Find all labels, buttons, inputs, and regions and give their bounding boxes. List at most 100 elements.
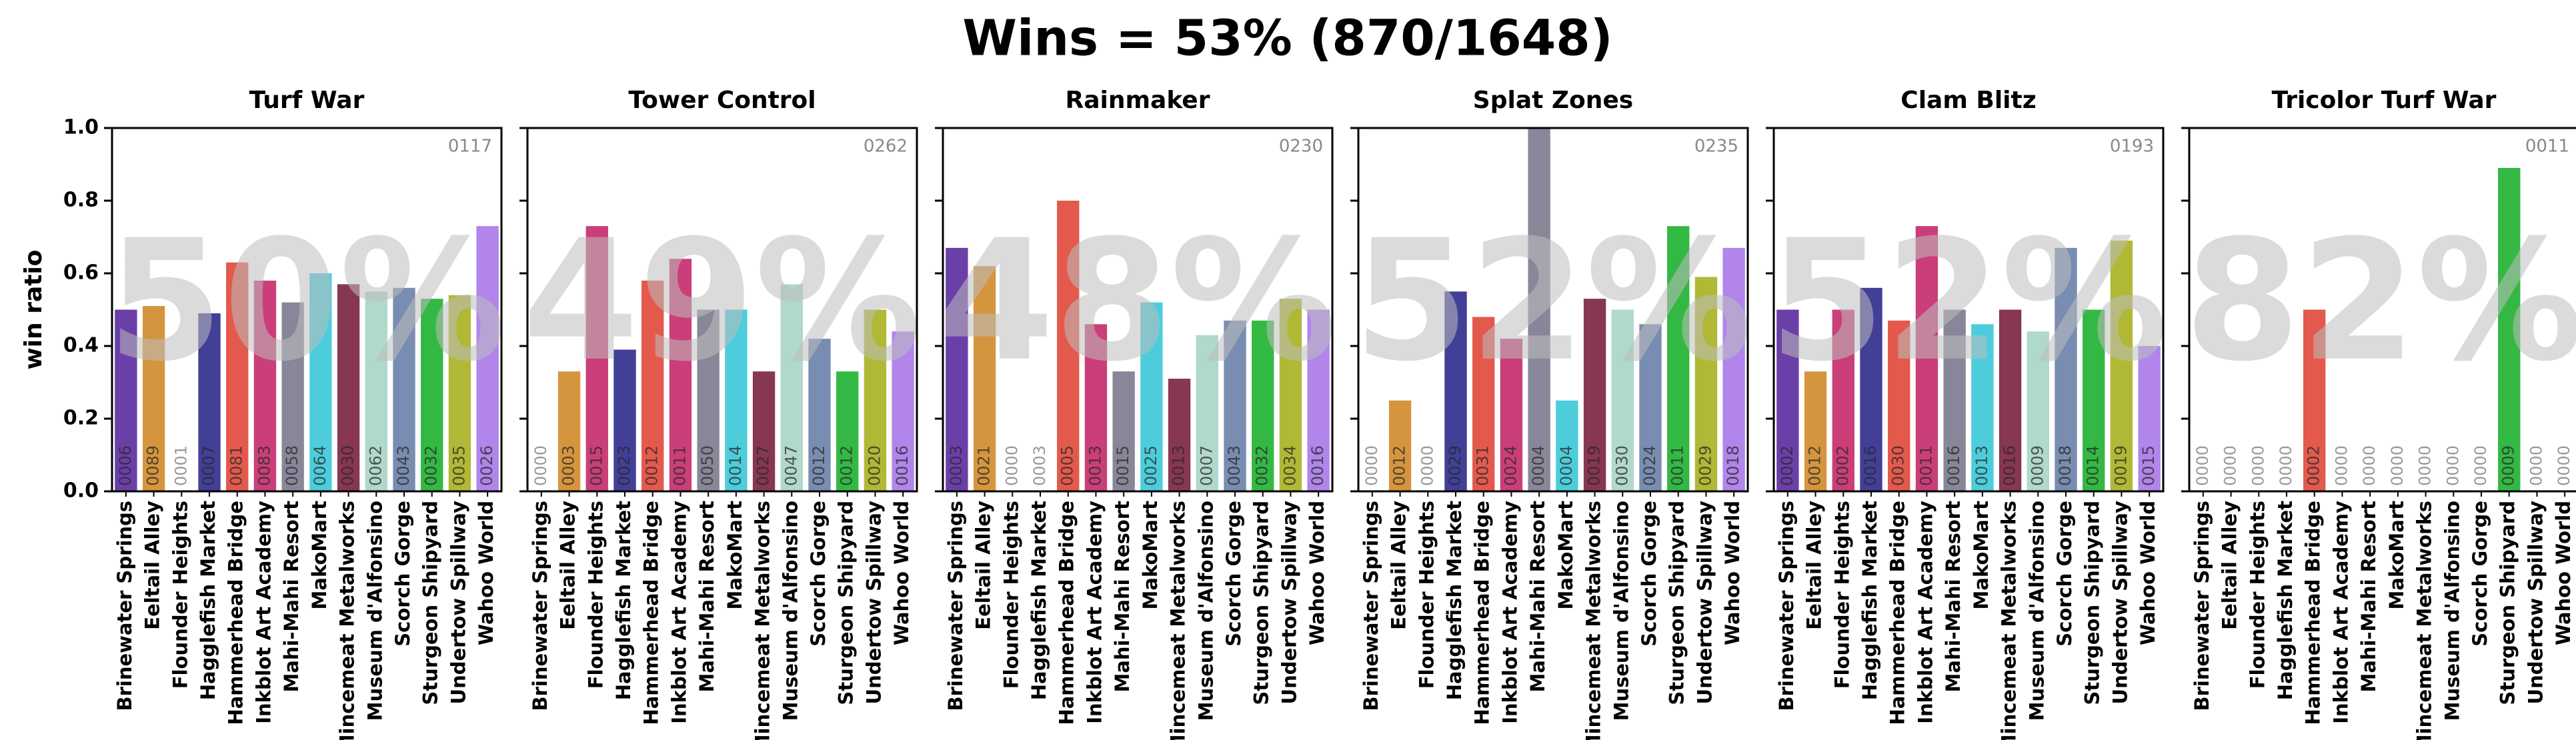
bar — [973, 266, 996, 491]
x-tick-label: Mahi-Mahi Resort — [280, 501, 303, 693]
bar — [2498, 167, 2521, 491]
bar — [641, 280, 664, 491]
x-tick-label: Sturgeon Shipyard — [835, 501, 858, 705]
count-label: 0003 — [559, 445, 578, 486]
bar — [1279, 299, 1302, 491]
x-tick-label: Flounder Heights — [584, 501, 607, 689]
count-label: 0050 — [698, 445, 717, 486]
count-label: 0030 — [1612, 445, 1631, 486]
x-tick-label: Brinewater Springs — [1775, 501, 1798, 711]
count-label: 0000 — [1418, 445, 1436, 486]
bar — [365, 291, 387, 491]
bar — [864, 309, 887, 491]
count-label: 0002 — [1778, 445, 1796, 486]
count-label: 0003 — [1030, 445, 1049, 486]
count-label: 0089 — [144, 445, 163, 486]
x-tick-label: Flounder Heights — [1415, 501, 1438, 689]
count-label: 0012 — [1390, 445, 1409, 486]
x-tick-label: Flounder Heights — [1000, 501, 1022, 689]
x-tick-label: Wahoo World — [2552, 501, 2575, 645]
bar — [1224, 320, 1246, 491]
bar — [946, 247, 968, 491]
count-label: 0000 — [2388, 445, 2407, 486]
bar — [1388, 400, 1412, 491]
bar — [669, 259, 692, 491]
bar — [2110, 240, 2133, 491]
subplot-title: Tower Control — [628, 87, 816, 114]
count-label: 0000 — [2443, 445, 2462, 486]
x-tick-label: Museum d'Alfonsino — [1194, 501, 1217, 721]
x-tick-label: Museum d'Alfonsino — [2441, 501, 2463, 721]
bar — [142, 306, 165, 491]
x-tick-label: Eeltail Alley — [1388, 501, 1410, 630]
count-label: 0004 — [1529, 445, 1548, 486]
count-label: 0031 — [1474, 445, 1492, 486]
x-tick-label: Eeltail Alley — [557, 501, 579, 630]
x-tick-label: Flounder Heights — [169, 501, 191, 689]
count-label: 0032 — [1253, 445, 1272, 486]
count-label: 0018 — [2056, 445, 2075, 486]
x-tick-label: Hammerhead Bridge — [225, 501, 247, 725]
x-tick-label: Undertow Spillway — [1278, 501, 1300, 705]
axes-frame — [111, 127, 503, 493]
count-label: 0030 — [339, 445, 357, 486]
count-label: 0007 — [1197, 445, 1216, 486]
x-tick-label: Hagglefish Market — [197, 501, 219, 700]
x-tick-label: Wahoo World — [890, 501, 913, 645]
bar — [1140, 302, 1163, 491]
count-label: 0024 — [1501, 445, 1520, 486]
count-label: 0000 — [2193, 445, 2212, 486]
y-tick-label: 0.6 — [63, 261, 99, 285]
count-label: 0009 — [2028, 445, 2047, 486]
y-tick-label: 0.8 — [63, 189, 99, 212]
watermark: 82% — [2185, 204, 2576, 398]
bar — [1472, 317, 1495, 491]
x-tick-label: Sturgeon Shipyard — [2497, 501, 2519, 705]
bar — [2303, 309, 2326, 491]
count-label: 0015 — [2139, 445, 2158, 486]
x-tick-label: Hagglefish Market — [2274, 501, 2297, 700]
y-tick-label: 0.0 — [63, 479, 99, 503]
x-tick-label: Sturgeon Shipyard — [419, 501, 442, 705]
bar — [1252, 320, 1274, 491]
bar — [1722, 247, 1745, 491]
bar — [2055, 247, 2077, 491]
count-label: 0013 — [1170, 445, 1188, 486]
x-tick-label: Undertow Spillway — [1693, 501, 1716, 705]
x-tick-label: Mahi-Mahi Resort — [1942, 501, 1965, 693]
count-label: 0000 — [2527, 445, 2545, 486]
count-label: 0000 — [1002, 445, 1021, 486]
count-label: 0009 — [2499, 445, 2518, 486]
x-tick-label: Wahoo World — [2137, 501, 2159, 645]
x-tick-label: Inkblot Art Academy — [1083, 501, 1106, 724]
count-label: 0023 — [615, 445, 633, 486]
bar — [1196, 335, 1218, 491]
bar — [1583, 299, 1606, 491]
count-label: 0030 — [1889, 445, 1908, 486]
x-tick-label: Scorch Gorge — [1222, 501, 1245, 647]
x-tick-label: Undertow Spillway — [862, 501, 885, 705]
x-tick-label: Eeltail Alley — [141, 501, 164, 630]
bar — [1556, 400, 1578, 491]
count-label: 0027 — [754, 445, 773, 486]
count-label: 0021 — [975, 445, 994, 486]
watermark: 52% — [1354, 204, 1752, 398]
bar — [1444, 291, 1467, 491]
count-label: 0016 — [1945, 445, 1963, 486]
bar — [421, 299, 443, 491]
x-tick-label: Brinewater Springs — [1360, 501, 1382, 711]
count-label: 0025 — [1142, 445, 1160, 486]
x-tick-label: Brinewater Springs — [529, 501, 551, 711]
bar — [1694, 277, 1718, 491]
watermark: 48% — [938, 204, 1337, 398]
bar — [393, 287, 415, 491]
x-tick-label: Scorch Gorge — [391, 501, 414, 647]
x-tick-label: Brinewater Springs — [944, 501, 967, 711]
watermark: 49% — [523, 204, 922, 398]
count-label: 0006 — [116, 445, 135, 486]
y-tick-label: 1.0 — [63, 116, 99, 139]
x-tick-label: Scorch Gorge — [2469, 501, 2491, 647]
total-count: 0262 — [864, 137, 908, 157]
count-label: 0016 — [893, 445, 912, 486]
